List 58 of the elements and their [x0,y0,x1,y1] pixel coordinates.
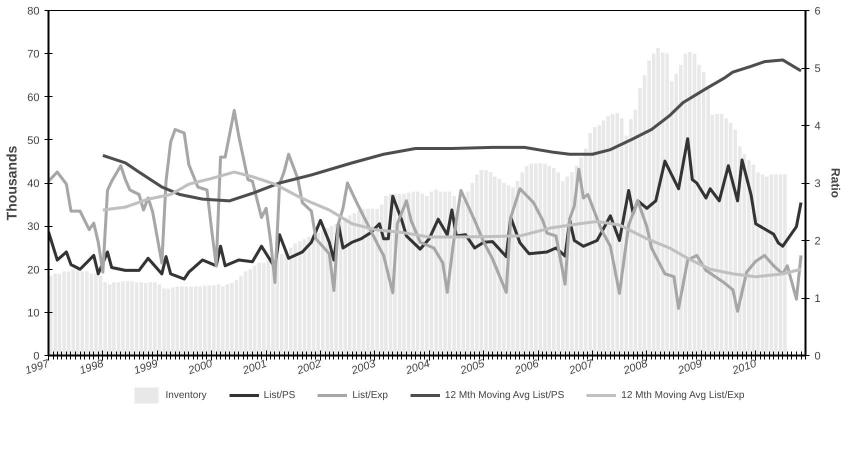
bar [320,230,325,356]
legend-label: Inventory [166,390,207,400]
y2-tick-label: 6 [814,6,821,18]
bar [257,262,262,356]
y-tick-label: 30 [27,221,40,234]
x-tick-label: 2005 [458,357,487,378]
y2-tick-label: 3 [814,178,821,190]
bar [144,283,148,356]
y-tick-label: 40 [27,178,40,190]
x-tick-label: 2009 [676,358,704,378]
y2-tick-label: 0 [814,350,821,362]
line-series [101,58,803,202]
line-series [101,170,803,278]
bar [262,262,266,356]
x-tick-label: 2001 [240,358,268,378]
y-tick-label: 60 [27,92,40,104]
legend-label: List/PS [264,390,296,400]
x-tick-label: 2002 [294,358,323,378]
x-tick-label: 2006 [512,357,542,378]
y-tick-label: 70 [27,48,40,61]
legend-label: 12 Mth Moving Avg List/PS [444,390,564,400]
bar [552,168,556,356]
y-tick-label: 80 [27,6,40,18]
bar [71,269,76,356]
x-tick-label: 2003 [349,357,378,378]
y2-axis-title: Ratio [828,168,843,198]
bar [343,218,348,356]
y-tick-label: 0 [33,350,40,362]
y-tick-label: 10 [27,307,40,320]
bar [280,254,284,356]
bar [207,286,212,356]
bar [108,284,112,356]
bar [202,286,207,356]
x-tick-label: 2007 [566,357,596,378]
x-tick-label: 2008 [621,357,650,378]
x-tick-label: 2000 [186,357,215,378]
x-tick-label: 1998 [78,357,106,378]
bar [166,288,170,356]
bar [220,286,225,356]
bar [284,250,288,356]
legend-label: 12 Mth Moving Avg List/Exp [621,390,744,400]
bar [764,176,769,356]
bar [534,164,538,356]
y-tick-label: 20 [27,264,40,276]
y2-tick-label: 5 [814,63,821,75]
legend-label: List/Exp [352,390,388,400]
x-tick-label: 1999 [132,358,160,378]
x-tick-label: 2010 [730,357,759,378]
x-tick-label: 2004 [404,358,432,378]
y2-tick-label: 4 [814,120,821,132]
y-tick-label: 50 [27,134,40,147]
bar [592,126,597,356]
y-axis-title: Thousands [3,145,20,220]
line-series [48,109,803,313]
bar [416,192,420,356]
bar [529,164,534,356]
y2-tick-label: 1 [814,293,821,305]
y2-tick-label: 2 [814,236,821,248]
